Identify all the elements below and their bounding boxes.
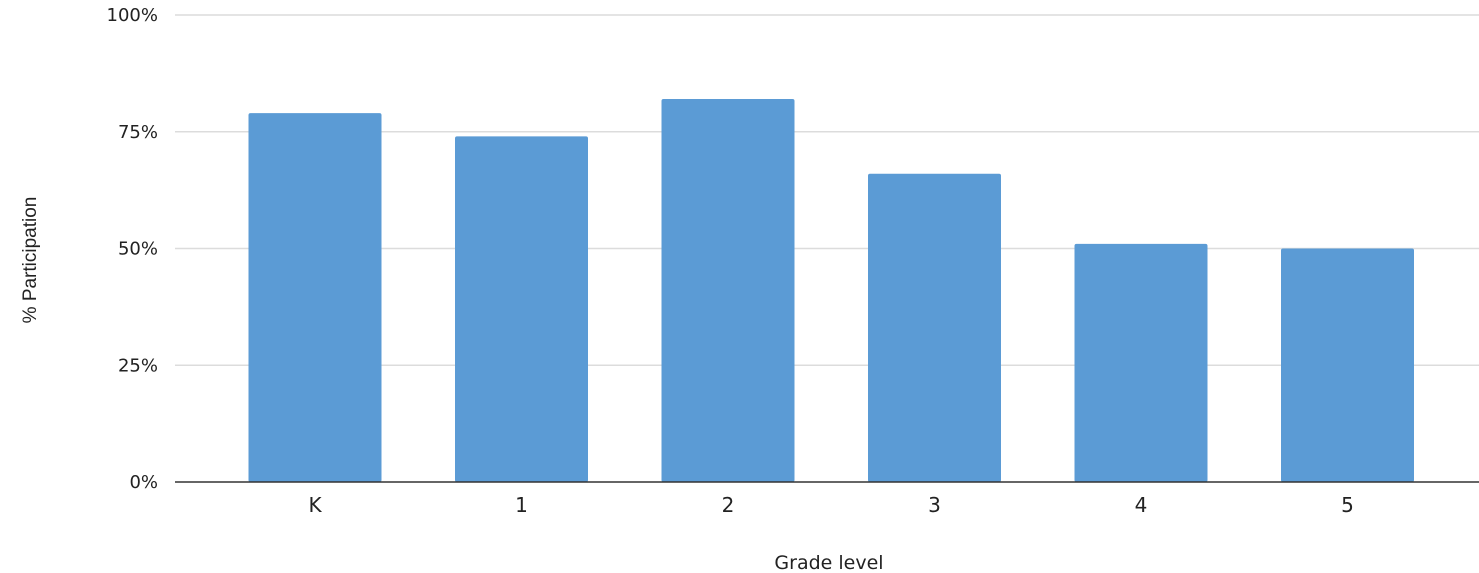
x-tick-label: 5 xyxy=(1341,493,1354,517)
x-tick-label: K xyxy=(308,493,322,517)
bar-2 xyxy=(661,99,795,482)
bar-5 xyxy=(1281,248,1414,482)
bar-4 xyxy=(1074,243,1208,482)
y-tick-label: 0% xyxy=(129,472,158,493)
x-tick-label: 3 xyxy=(928,493,941,517)
gridlines xyxy=(175,14,1479,366)
x-tick-label: 1 xyxy=(515,493,528,517)
x-axis-ticks: K 1 2 3 4 5 xyxy=(308,493,1353,517)
bar-3 xyxy=(868,173,1001,482)
x-axis-title: Grade level xyxy=(774,552,883,573)
bar-k xyxy=(248,113,382,482)
y-tick-label: 25% xyxy=(118,355,158,376)
bars xyxy=(248,99,1414,483)
y-tick-label: 75% xyxy=(118,122,158,143)
y-tick-label: 100% xyxy=(107,5,158,26)
y-axis-ticks: 0% 25% 50% 75% 100% xyxy=(107,5,158,493)
bar-1 xyxy=(455,136,588,483)
y-tick-label: 50% xyxy=(118,239,158,260)
x-tick-label: 4 xyxy=(1135,493,1148,517)
x-tick-label: 2 xyxy=(722,493,735,517)
y-axis-title: % Participation xyxy=(20,197,41,324)
